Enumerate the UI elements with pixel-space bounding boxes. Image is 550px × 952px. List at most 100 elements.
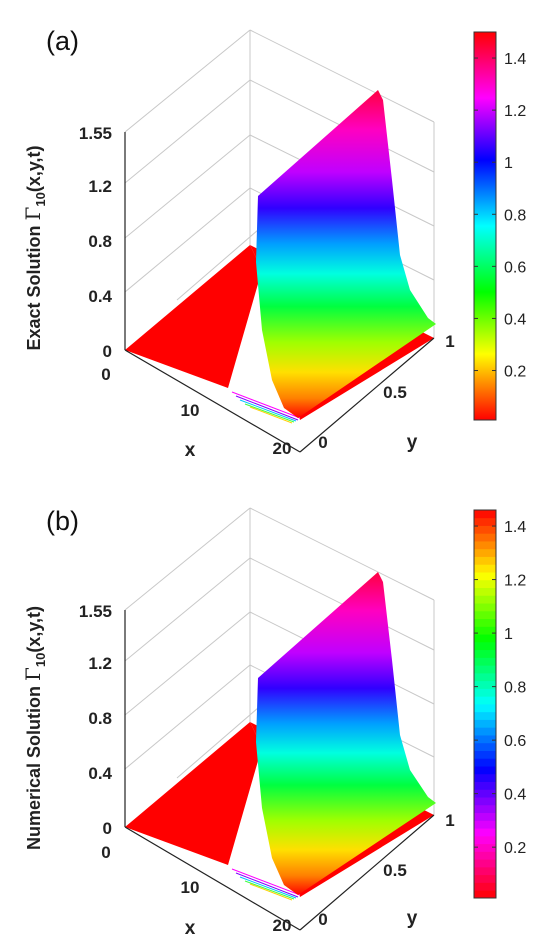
colorbar-band [474,866,496,876]
z-axis-label: Exact Solution Γ10(x,y,t) [21,145,48,350]
panel-b-y-ticks: 0 0.5 1 [318,811,454,929]
colorbar-band [474,820,496,829]
colorbar-band [474,766,496,775]
colorbar-tick-label: 0.8 [504,680,526,697]
z-tick-label: 1.2 [88,654,112,673]
colorbar-band [474,781,496,790]
y-tick-label: 0.5 [383,861,407,880]
colorbar-band [474,711,496,720]
panel-b-contour-ticks [231,868,301,901]
z-tick-label: 0 [103,819,112,838]
x-tick-label: 20 [273,439,292,458]
colorbar-b-frame [473,509,497,899]
colorbar-a-ticks: 0.2 0.4 0.6 0.8 1 1.2 1.4 [474,51,526,381]
y-tick-label: 0 [318,910,327,929]
colorbar-band [474,828,496,837]
panel-a-label: (a) [46,26,79,56]
z-tick-label: 0.4 [88,764,112,783]
z-tick-label: 0.8 [88,232,112,251]
colorbar-tick-label: 1 [504,626,513,643]
colorbar-band [474,533,496,542]
colorbar-band [474,603,496,612]
colorbar-tick-label: 1.2 [504,103,526,120]
x-tick-label: 20 [273,916,292,935]
colorbar-band [474,758,496,767]
z-tick-label: 0 [103,342,112,361]
colorbar-band [474,579,496,588]
z-tick-label: 1.55 [79,124,112,143]
colorbar-b-ticks: 0.2 0.4 0.6 0.8 1 1.2 1.4 [474,519,526,857]
panel-a-x-ticks: 0 10 20 [101,365,291,458]
colorbar-band [474,641,496,651]
panel-a-contour-ticks [231,391,301,424]
colorbar-band [474,835,496,845]
colorbar-band [474,657,496,666]
colorbar-band [474,812,496,821]
colorbar-band [474,564,496,573]
y-tick-label: 1 [445,811,454,830]
y-tick-label: 0 [318,433,327,452]
colorbar-band [474,727,496,736]
colorbar-tick-label: 1 [504,155,513,172]
panel-b: (b) [21,506,526,939]
panel-b-surface [125,572,436,901]
colorbar-a [473,31,497,421]
y-tick-label: 0.5 [383,383,407,402]
panel-b-ridge [256,572,436,895]
colorbar-band [474,704,496,713]
colorbar-tick-label: 0.2 [504,364,526,381]
colorbar-band [474,572,496,581]
z-tick-label: 1.2 [88,177,112,196]
colorbar-band [474,773,496,782]
colorbar-band [474,595,496,604]
colorbar-b [474,510,496,899]
x-tick-label: 10 [181,878,200,897]
colorbar-tick-label: 0.8 [504,207,526,224]
colorbar-band [474,696,496,705]
colorbar-band [474,610,496,620]
colorbar-band [474,618,496,627]
x-axis-label: x [185,440,196,461]
colorbar-band [474,634,496,643]
colorbar-band [474,688,496,697]
panel-a-ridge [256,90,436,418]
x-axis-label: x [185,918,196,939]
colorbar-band [474,742,496,751]
y-axis-label: y [407,908,418,929]
panel-b-z-ticks: 0 0.4 0.8 1.2 1.55 [79,602,113,838]
colorbar-band [474,789,496,798]
colorbar-band [474,548,496,557]
colorbar-tick-label: 0.4 [504,787,526,804]
colorbar-band [474,680,496,689]
panel-a-surface [125,90,436,424]
colorbar-tick-label: 1.2 [504,573,526,590]
panel-b-label: (b) [46,506,79,536]
panel-a-flat-front [125,245,262,388]
panel-b-colorbar: 0.2 0.4 0.6 0.8 1 1.2 1.4 [473,509,526,899]
colorbar-tick-label: 0.6 [504,259,526,276]
z-axis-label: Numerical Solution Γ10(x,y,t) [21,606,48,850]
colorbar-band [474,587,496,596]
colorbar-tick-label: 1.4 [504,51,526,68]
panel-a-z-ticks: 0 0.4 0.8 1.2 1.55 [79,124,113,361]
z-tick-label: 0.4 [88,287,112,306]
colorbar-band [474,649,496,658]
colorbar-band [474,665,496,674]
colorbar-band [474,851,496,860]
colorbar-band [474,750,496,759]
colorbar-band [474,556,496,565]
colorbar-tick-label: 0.4 [504,311,526,328]
colorbar-band [474,874,496,883]
colorbar-band [474,797,496,806]
panel-a-colorbar: 0.2 0.4 0.6 0.8 1 1.2 1.4 [473,31,526,421]
panel-a: (a) [21,26,526,461]
z-tick-label: 0.8 [88,709,112,728]
x-tick-label: 10 [181,401,200,420]
colorbar-band [474,804,496,814]
x-tick-label: 0 [101,365,110,384]
colorbar-band [474,882,496,891]
colorbar-tick-label: 0.6 [504,733,526,750]
colorbar-band [474,626,496,635]
colorbar-band [474,672,496,682]
colorbar-band [474,541,496,550]
